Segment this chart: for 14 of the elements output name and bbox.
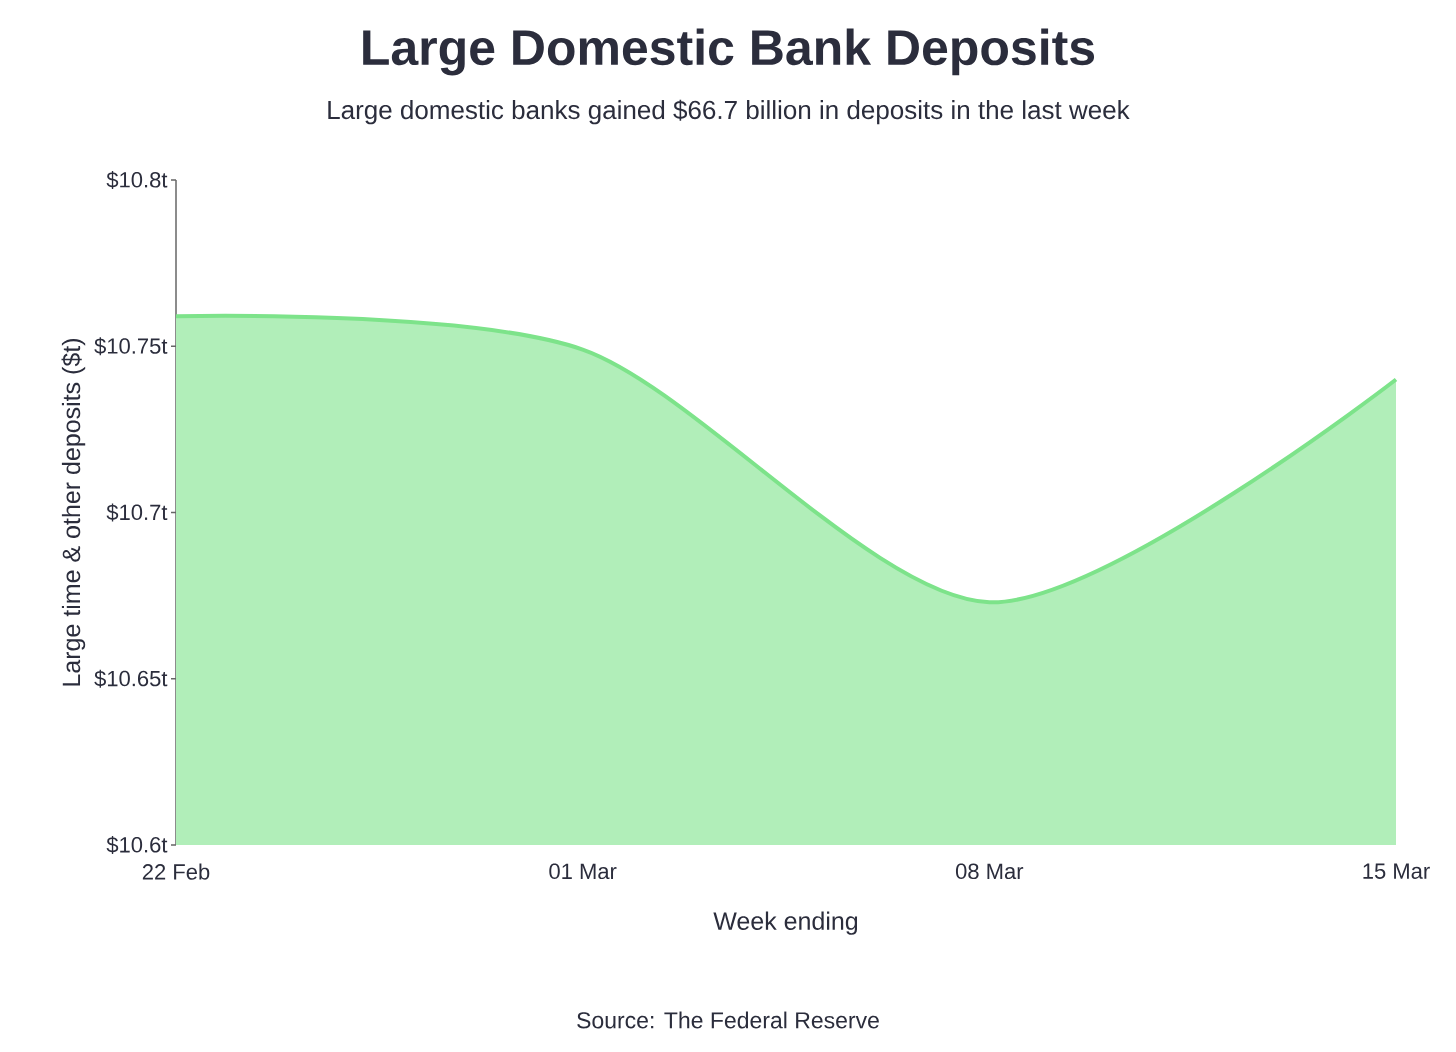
chart-title: Large Domestic Bank Deposits (363, 28, 1095, 76)
y-tick-label: $10.7t (106, 503, 168, 522)
y-tick-label: $10.75t (94, 337, 168, 356)
x-tick-label: 08 Mar (955, 863, 1024, 880)
x-tick-label: 01 Mar (549, 863, 617, 880)
y-axis-title: Large time & other deposits ($t) (61, 339, 86, 686)
y-tick-label: $10.65t (94, 669, 168, 688)
y-tick-label: $10.8t (106, 171, 168, 189)
source-note: Source: The Federal Reserve (577, 1011, 879, 1029)
x-tick-label: 15 Mar (1363, 863, 1430, 879)
chart-subtitle: Large domestic banks gained $66.7 billion in deposits in the last week (328, 99, 1130, 125)
x-tick-label: 22 Feb (142, 863, 210, 880)
x-axis-title: Week ending (713, 911, 858, 935)
y-tick-label: $10.6t (106, 836, 168, 854)
